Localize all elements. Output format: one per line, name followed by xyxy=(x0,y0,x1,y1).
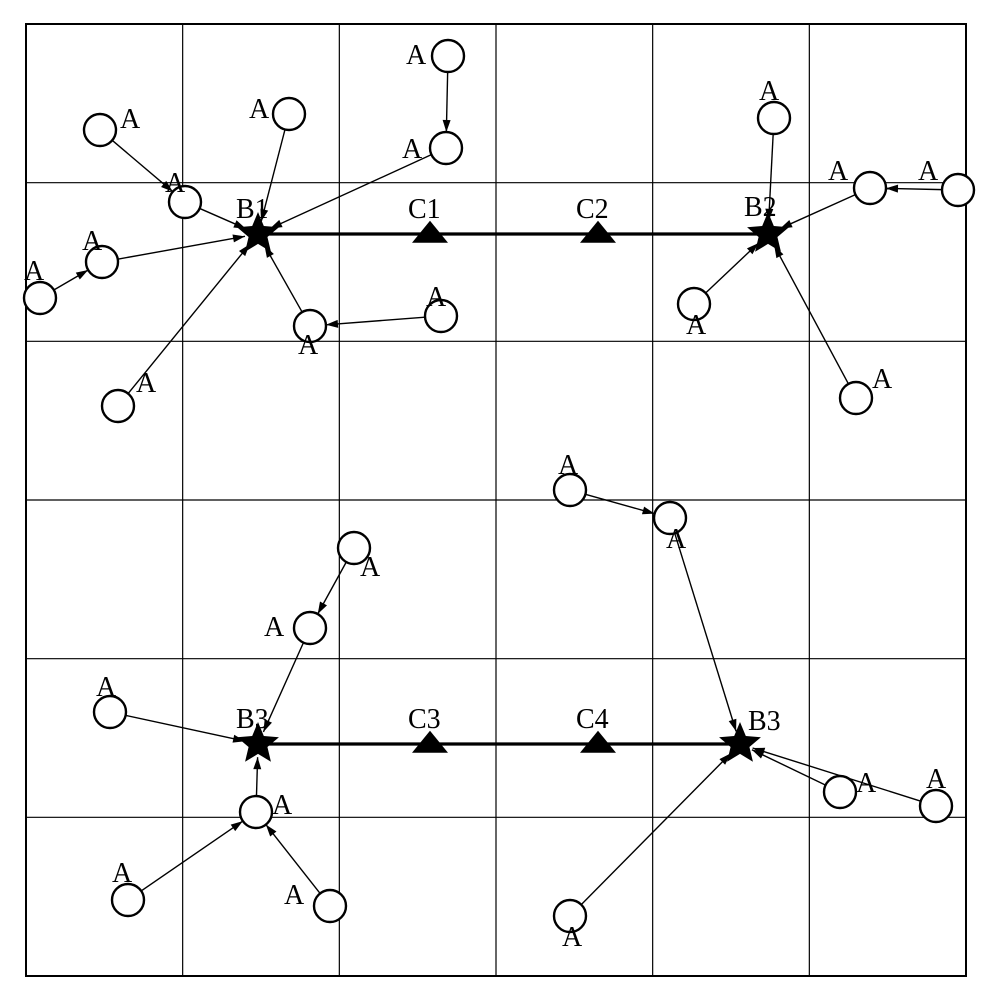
triangles: C1 C2 C3 C4 xyxy=(408,194,616,753)
circle-label: A xyxy=(82,226,103,257)
arrow-line xyxy=(675,533,736,731)
circle-label: A xyxy=(272,790,293,821)
arrow-head xyxy=(253,757,261,769)
circle-node xyxy=(294,612,326,644)
arrow-line xyxy=(118,236,245,259)
circle-label: A xyxy=(426,282,447,313)
arrow-head xyxy=(76,270,88,279)
arrow-line xyxy=(326,317,425,325)
circle-node xyxy=(240,796,272,828)
circle-node xyxy=(430,132,462,164)
circle-label: A xyxy=(666,524,687,555)
circle-label: A xyxy=(264,612,285,643)
star-label: B3 xyxy=(236,704,269,735)
diagram-canvas: C1C2C3C4B1B2B3B3AAAAAAAAAAAAAAAAAAAAAAAA… xyxy=(0,0,992,1000)
circle-label: A xyxy=(918,156,939,187)
circles: A A A A A A A A A A A A A A A A A A A A A A A A A xyxy=(24,40,974,953)
circle-node xyxy=(840,382,872,414)
triangle-label: C1 xyxy=(408,194,441,225)
star-label: B2 xyxy=(744,192,777,223)
triangle-label: C2 xyxy=(576,194,609,225)
arrow-head xyxy=(886,185,898,193)
circle-label: A xyxy=(872,364,893,395)
star-label: B3 xyxy=(748,706,781,737)
arrow-head xyxy=(266,825,277,837)
stars: B1 B2 B3 B3 xyxy=(236,192,789,762)
arrow-line xyxy=(126,715,245,741)
circle-node xyxy=(84,114,116,146)
arrow-line xyxy=(581,753,730,904)
circle-label: A xyxy=(24,256,45,287)
circle-node xyxy=(824,776,856,808)
arrow-head xyxy=(326,320,338,328)
circle-label: A xyxy=(926,764,947,795)
circle-label: A xyxy=(136,368,157,399)
circle-label: A xyxy=(112,858,133,889)
circle-node xyxy=(273,98,305,130)
star-label: B1 xyxy=(236,194,269,225)
circle-label: A xyxy=(402,134,423,165)
circle-label: A xyxy=(298,330,319,361)
circle-node xyxy=(854,172,886,204)
circle-node xyxy=(942,174,974,206)
circle-label: A xyxy=(249,94,270,125)
triangle-label: C4 xyxy=(576,704,609,735)
circle-label: A xyxy=(856,768,877,799)
arrow-line xyxy=(263,643,303,732)
circle-label: A xyxy=(120,104,141,135)
arrow-head xyxy=(232,235,245,243)
circle-label: A xyxy=(686,310,707,341)
grid xyxy=(26,24,966,976)
arrow-head xyxy=(231,821,243,831)
circle-label: A xyxy=(828,156,849,187)
arrow-line xyxy=(774,246,848,384)
circle-label: A xyxy=(759,76,780,107)
arrow-head xyxy=(729,719,737,732)
arrow-head xyxy=(318,602,327,614)
circle-label: A xyxy=(406,40,427,71)
circle-label: A xyxy=(360,552,381,583)
arrow-head xyxy=(443,120,451,132)
circle-node xyxy=(432,40,464,72)
circle-node xyxy=(314,890,346,922)
circle-label: A xyxy=(284,880,305,911)
arrow-line xyxy=(141,821,243,891)
triangle-label: C3 xyxy=(408,704,441,735)
circle-label: A xyxy=(562,922,583,953)
circle-label: A xyxy=(558,450,579,481)
arrow-line xyxy=(780,195,855,229)
circle-label: A xyxy=(165,168,186,199)
circle-node xyxy=(102,390,134,422)
circle-label: A xyxy=(96,672,117,703)
